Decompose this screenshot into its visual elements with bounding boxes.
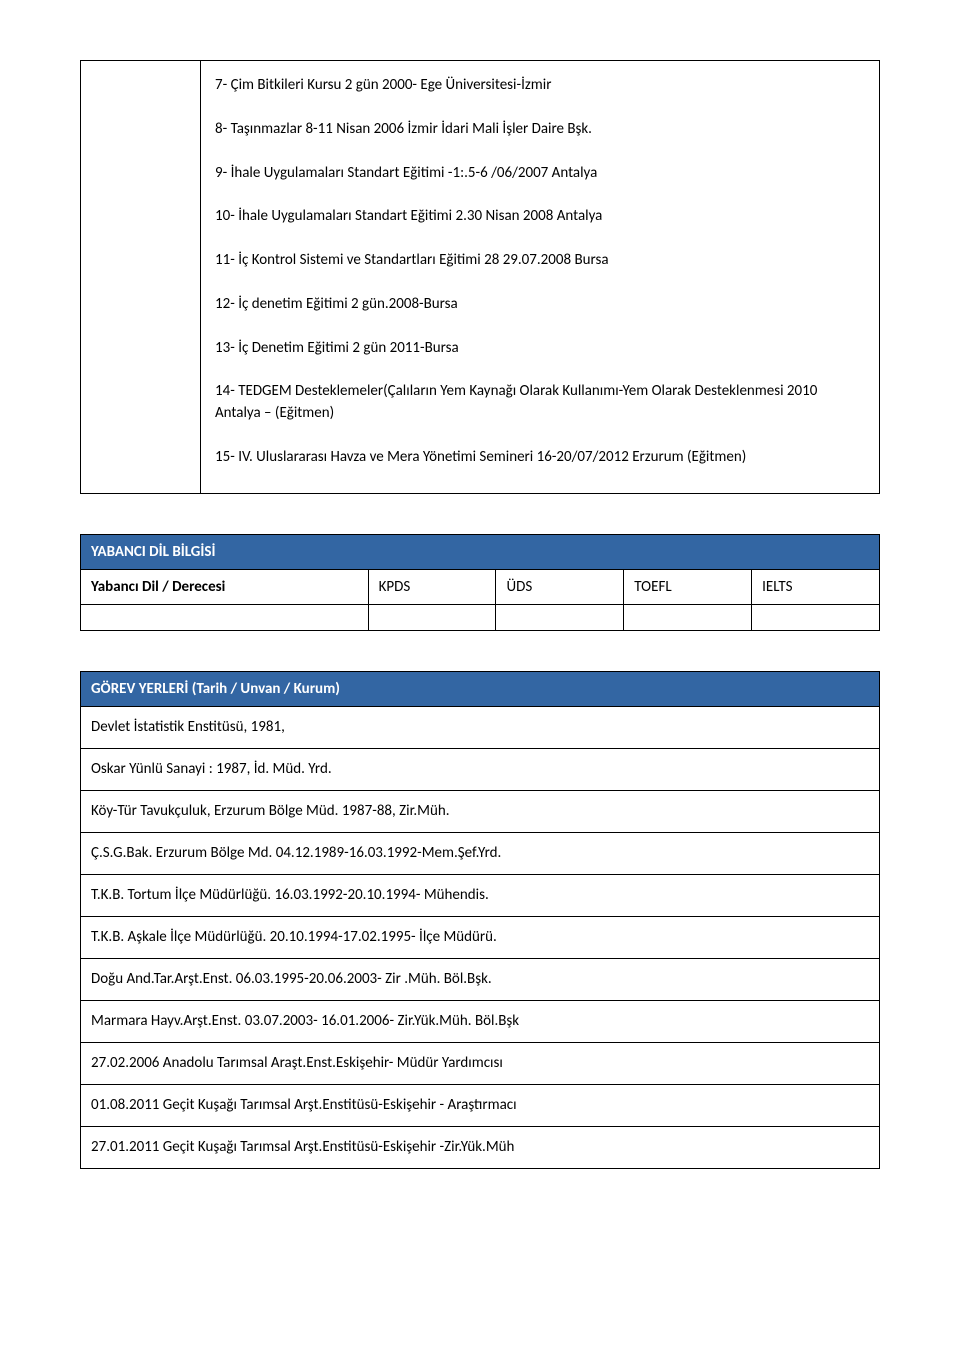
language-empty-cell [81, 604, 369, 630]
training-item: 10- İhale Uygulamaları Standart Eğitimi … [215, 206, 865, 228]
training-list: 7- Çim Bitkileri Kursu 2 gün 2000- Ege Ü… [201, 61, 879, 493]
language-empty-row [81, 604, 880, 630]
language-row-label: Yabancı Dil / Derecesi [81, 569, 369, 604]
language-section-header: YABANCI DİL BİLGİSİ [80, 534, 880, 569]
position-cell: 27.02.2006 Anadolu Tarımsal Araşt.Enst.E… [81, 1042, 880, 1084]
training-item: 12- İç denetim Eğitimi 2 gün.2008-Bursa [215, 294, 865, 316]
table-row: Ç.S.G.Bak. Erzurum Bölge Md. 04.12.1989-… [81, 832, 880, 874]
language-header-row: Yabancı Dil / Derecesi KPDS ÜDS TOEFL IE… [81, 569, 880, 604]
positions-table: Devlet İstatistik Enstitüsü, 1981, Oskar… [80, 706, 880, 1169]
training-item: 8- Taşınmazlar 8-11 Nisan 2006 İzmir İda… [215, 119, 865, 141]
language-empty-cell [624, 604, 752, 630]
training-item: 13- İç Denetim Eğitimi 2 gün 2011-Bursa [215, 338, 865, 360]
position-cell: 27.01.2011 Geçit Kuşağı Tarımsal Arşt.En… [81, 1126, 880, 1168]
language-col-header: IELTS [752, 569, 880, 604]
position-cell: 01.08.2011 Geçit Kuşağı Tarımsal Arşt.En… [81, 1084, 880, 1126]
position-cell: T.K.B. Aşkale İlçe Müdürlüğü. 20.10.1994… [81, 916, 880, 958]
position-cell: Köy-Tür Tavukçuluk, Erzurum Bölge Müd. 1… [81, 790, 880, 832]
table-row: Köy-Tür Tavukçuluk, Erzurum Bölge Müd. 1… [81, 790, 880, 832]
training-item: 9- İhale Uygulamaları Standart Eğitimi -… [215, 163, 865, 185]
table-row: T.K.B. Aşkale İlçe Müdürlüğü. 20.10.1994… [81, 916, 880, 958]
training-box: 7- Çim Bitkileri Kursu 2 gün 2000- Ege Ü… [80, 60, 880, 494]
language-empty-cell [368, 604, 496, 630]
position-cell: Ç.S.G.Bak. Erzurum Bölge Md. 04.12.1989-… [81, 832, 880, 874]
language-empty-cell [752, 604, 880, 630]
training-item: 7- Çim Bitkileri Kursu 2 gün 2000- Ege Ü… [215, 75, 865, 97]
table-row: Devlet İstatistik Enstitüsü, 1981, [81, 706, 880, 748]
training-item: 11- İç Kontrol Sistemi ve Standartları E… [215, 250, 865, 272]
table-row: Doğu And.Tar.Arşt.Enst. 06.03.1995-20.06… [81, 958, 880, 1000]
position-cell: Devlet İstatistik Enstitüsü, 1981, [81, 706, 880, 748]
positions-section-header: GÖREV YERLERİ (Tarih / Unvan / Kurum) [80, 671, 880, 706]
language-empty-cell [496, 604, 624, 630]
position-cell: Oskar Yünlü Sanayi : 1987, İd. Müd. Yrd. [81, 748, 880, 790]
table-row: 27.02.2006 Anadolu Tarımsal Araşt.Enst.E… [81, 1042, 880, 1084]
training-item: 15- IV. Uluslararası Havza ve Mera Yönet… [215, 447, 865, 469]
table-row: T.K.B. Tortum İlçe Müdürlüğü. 16.03.1992… [81, 874, 880, 916]
language-col-header: ÜDS [496, 569, 624, 604]
table-row: 01.08.2011 Geçit Kuşağı Tarımsal Arşt.En… [81, 1084, 880, 1126]
language-col-header: KPDS [368, 569, 496, 604]
language-section: YABANCI DİL BİLGİSİ Yabancı Dil / Derece… [80, 534, 880, 631]
positions-section: GÖREV YERLERİ (Tarih / Unvan / Kurum) De… [80, 671, 880, 1169]
training-item: 14- TEDGEM Desteklemeler(Çalıların Yem K… [215, 381, 865, 425]
language-col-header: TOEFL [624, 569, 752, 604]
position-cell: Marmara Hayv.Arşt.Enst. 03.07.2003- 16.0… [81, 1000, 880, 1042]
table-row: Marmara Hayv.Arşt.Enst. 03.07.2003- 16.0… [81, 1000, 880, 1042]
training-left-col [81, 61, 201, 493]
position-cell: T.K.B. Tortum İlçe Müdürlüğü. 16.03.1992… [81, 874, 880, 916]
table-row: Oskar Yünlü Sanayi : 1987, İd. Müd. Yrd. [81, 748, 880, 790]
table-row: 27.01.2011 Geçit Kuşağı Tarımsal Arşt.En… [81, 1126, 880, 1168]
position-cell: Doğu And.Tar.Arşt.Enst. 06.03.1995-20.06… [81, 958, 880, 1000]
language-table: Yabancı Dil / Derecesi KPDS ÜDS TOEFL IE… [80, 569, 880, 631]
